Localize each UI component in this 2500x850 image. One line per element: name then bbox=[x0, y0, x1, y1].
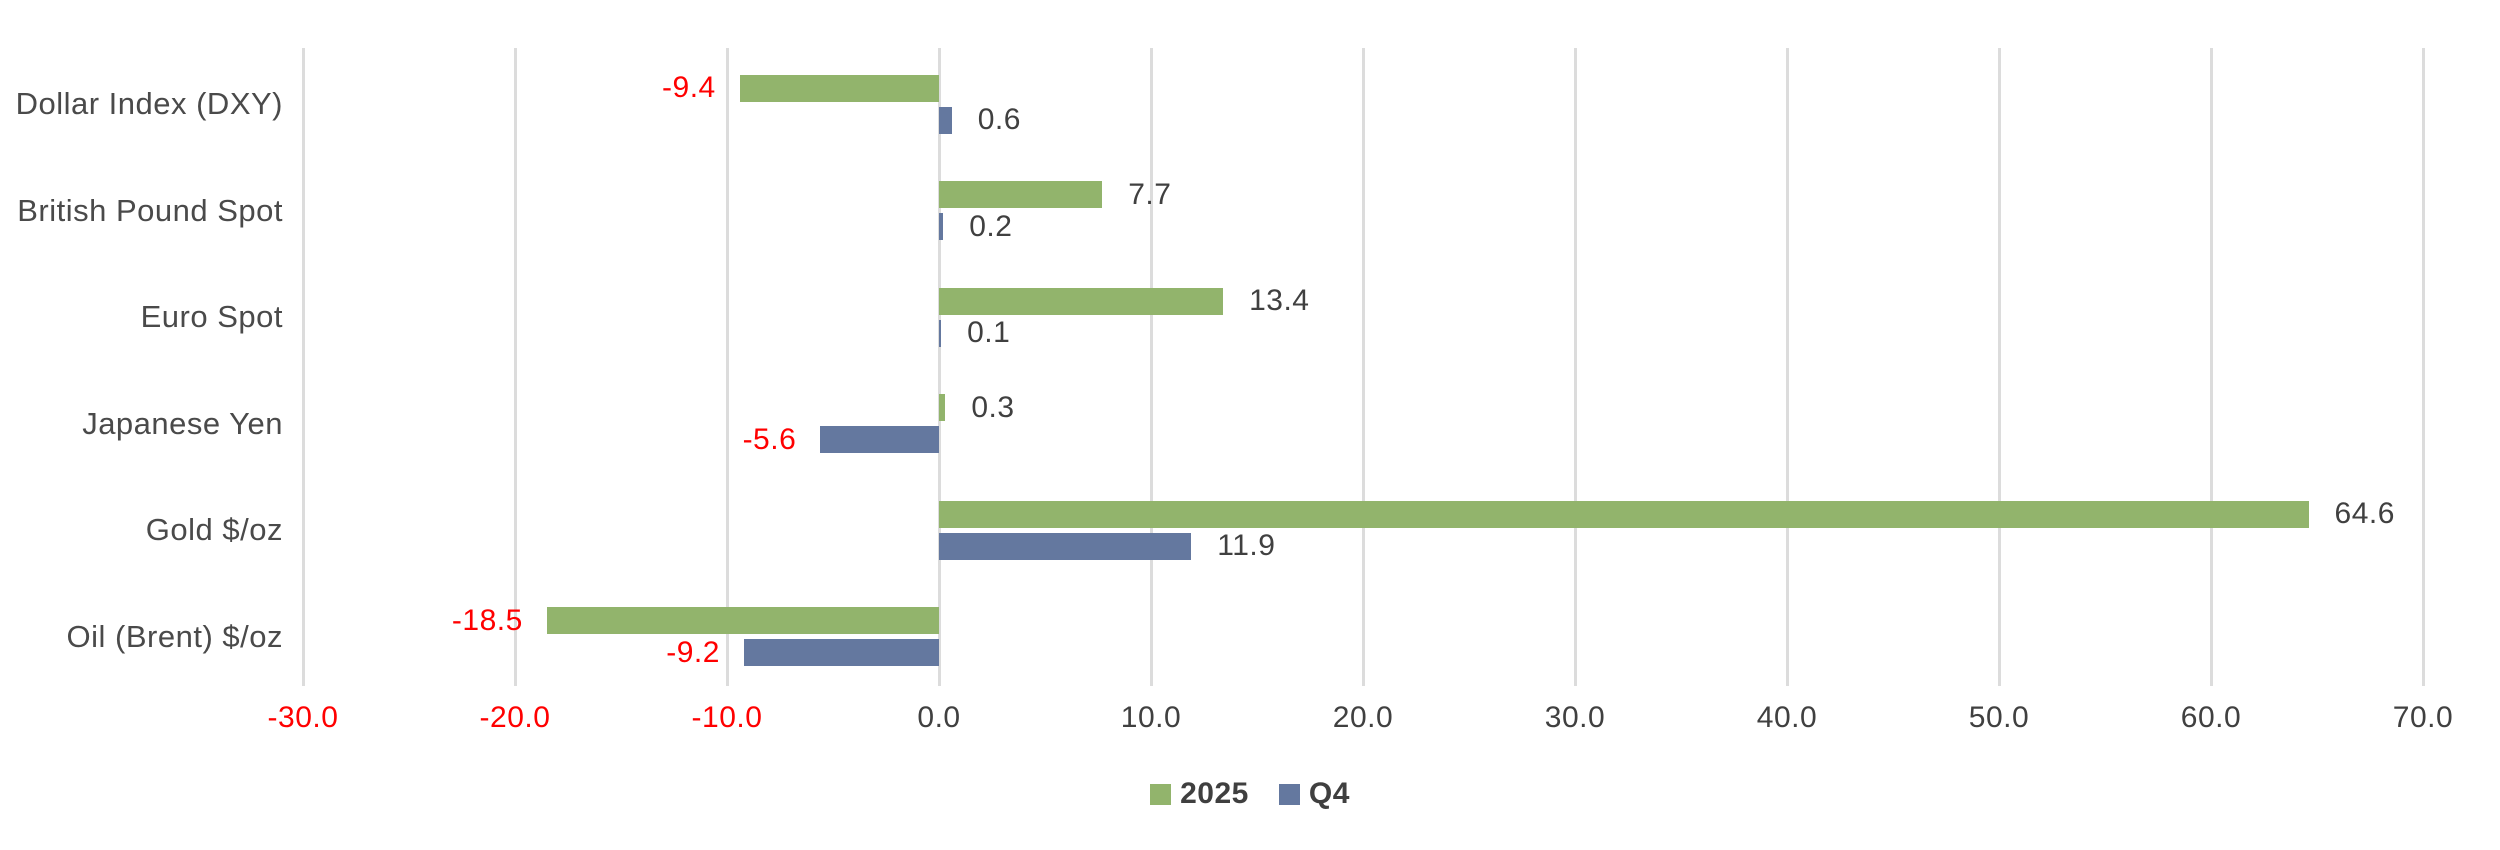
bar-q4-5 bbox=[743, 639, 939, 666]
value-label-q4-1: 0.2 bbox=[969, 209, 1013, 243]
x-axis-tick-label: 20.0 bbox=[1332, 701, 1394, 734]
x-axis-tick-label: -10.0 bbox=[691, 701, 763, 734]
value-label-q4-2: 0.1 bbox=[967, 316, 1011, 349]
value-label-q4-3: -5.6 bbox=[742, 422, 797, 456]
legend-label-q4: Q4 bbox=[1308, 777, 1350, 810]
category-label: Euro Spot bbox=[140, 299, 283, 334]
legend-swatch-2025 bbox=[1150, 783, 1172, 805]
category-label: Oil (Brent) $/oz bbox=[66, 618, 283, 654]
bar-q4-1 bbox=[939, 213, 944, 240]
gridline bbox=[1149, 48, 1153, 686]
value-label-2025-3: 0.3 bbox=[971, 390, 1015, 424]
x-axis-tick-label: 10.0 bbox=[1120, 701, 1182, 734]
value-label-2025-2: 13.4 bbox=[1249, 284, 1310, 317]
value-label-2025-0: -9.4 bbox=[662, 71, 716, 104]
value-label-q4-0: 0.6 bbox=[977, 103, 1021, 136]
gridline bbox=[1573, 48, 1577, 686]
bar-q4-3 bbox=[820, 426, 939, 453]
bar-2025-4 bbox=[939, 500, 2309, 528]
value-label-q4-4: 11.9 bbox=[1217, 529, 1276, 562]
legend-item-2025: 2025 bbox=[1150, 777, 1249, 811]
gridline bbox=[1361, 48, 1365, 686]
gridline bbox=[937, 48, 941, 686]
bar-2025-2 bbox=[939, 287, 1224, 315]
gridline bbox=[725, 48, 729, 686]
gridline bbox=[1785, 48, 1789, 686]
gridline bbox=[2209, 48, 2213, 686]
x-axis-tick-label: 40.0 bbox=[1756, 701, 1818, 734]
bar-q4-4 bbox=[939, 532, 1192, 560]
gridline bbox=[513, 48, 517, 686]
legend-swatch-q4 bbox=[1278, 783, 1300, 805]
x-axis-tick-label: 30.0 bbox=[1544, 701, 1606, 734]
gridline bbox=[301, 48, 305, 686]
bar-2025-1 bbox=[939, 181, 1103, 208]
gridline bbox=[2421, 48, 2425, 686]
x-axis-tick-label: 50.0 bbox=[1968, 701, 2030, 734]
bar-2025-3 bbox=[939, 394, 946, 421]
category-label: Japanese Yen bbox=[82, 405, 283, 441]
value-label-q4-5: -9.2 bbox=[666, 635, 720, 669]
legend-item-q4: Q4 bbox=[1278, 777, 1350, 811]
value-label-2025-1: 7.7 bbox=[1128, 177, 1172, 211]
bar-q4-0 bbox=[939, 106, 952, 134]
bar-2025-0 bbox=[739, 74, 939, 102]
value-label-2025-4: 64.6 bbox=[2334, 497, 2395, 530]
legend-label-2025: 2025 bbox=[1180, 777, 1249, 810]
legend: 2025 Q4 bbox=[0, 777, 2500, 811]
gridline bbox=[1997, 48, 2001, 686]
value-label-2025-5: -18.5 bbox=[451, 603, 523, 637]
x-axis-tick-label: 0.0 bbox=[917, 701, 961, 734]
category-label: British Pound Spot bbox=[17, 192, 283, 228]
x-axis-tick-label: -30.0 bbox=[267, 701, 339, 734]
category-label: Dollar Index (DXY) bbox=[15, 86, 283, 121]
x-axis-tick-label: -20.0 bbox=[479, 701, 551, 734]
bar-q4-2 bbox=[939, 319, 942, 347]
x-axis-tick-label: 60.0 bbox=[2180, 701, 2242, 734]
x-axis-tick-label: 70.0 bbox=[2392, 701, 2454, 734]
category-label: Gold $/oz bbox=[145, 512, 283, 547]
bar-2025-5 bbox=[546, 607, 939, 634]
